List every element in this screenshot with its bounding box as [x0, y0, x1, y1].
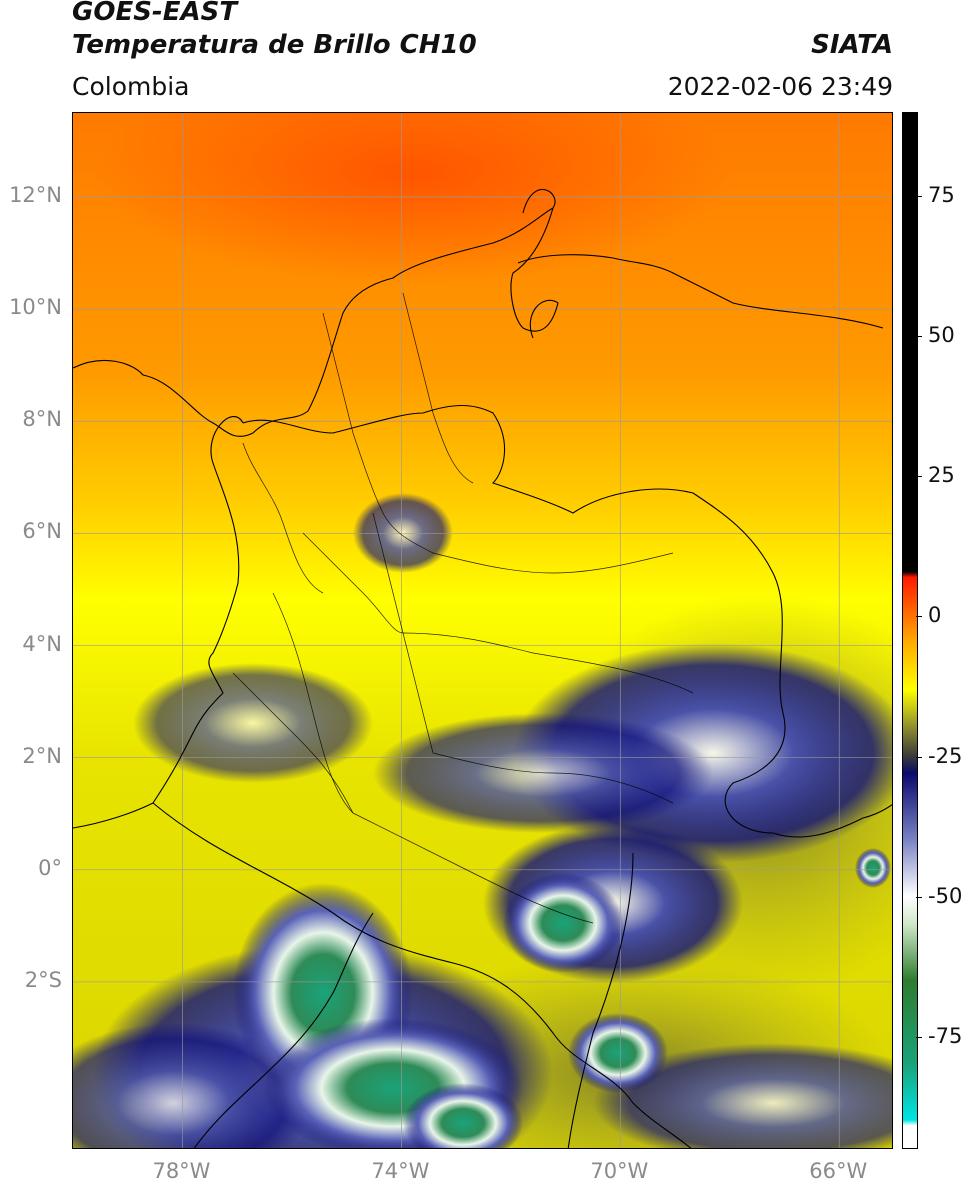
region-label: Colombia: [72, 72, 190, 101]
colorbar-tick: [916, 196, 922, 198]
colorbar-tick: [916, 336, 922, 338]
latitude-tick-label: 8°N: [22, 407, 62, 432]
colorbar-tick-label: 50: [928, 323, 955, 348]
source-label: SIATA: [811, 30, 893, 60]
border: [193, 912, 374, 1148]
border: [432, 552, 674, 574]
department-borders: [232, 292, 694, 924]
coastline: [73, 416, 244, 829]
border: [432, 752, 674, 804]
colorbar: [902, 112, 918, 1149]
border: [232, 672, 354, 814]
border: [302, 532, 404, 634]
border: [402, 292, 474, 484]
coastlines-borders: [73, 189, 892, 1148]
colorbar-tick-label: -50: [928, 883, 963, 908]
border: [322, 312, 434, 554]
colorbar-tick-label: -75: [928, 1023, 963, 1048]
colorbar-tick: [916, 756, 922, 758]
border: [567, 852, 634, 1148]
latitude-tick-label: 0°: [38, 855, 62, 880]
warm-region: [93, 113, 733, 283]
graticule: [73, 113, 892, 1148]
border: [352, 812, 594, 924]
cloud-band: [593, 1043, 892, 1148]
colorbar-tick-label: 75: [928, 183, 955, 208]
convective-core: [503, 873, 623, 973]
convective-core: [403, 1083, 523, 1148]
colorbar-tick: [916, 1036, 922, 1038]
longitude-tick-label: 74°W: [371, 1159, 430, 1183]
longitude-tick-label: 78°W: [152, 1159, 211, 1183]
longitude-tick-label: 70°W: [590, 1159, 649, 1183]
brightness-temperature-map: [72, 112, 893, 1149]
latitude-tick-label: 10°N: [9, 295, 62, 320]
border: [402, 632, 694, 694]
colorbar-tick: [916, 616, 922, 618]
coastline: [517, 254, 884, 329]
colorbar-tick: [916, 476, 922, 478]
convective-core: [855, 848, 891, 888]
latitude-tick-label: 4°N: [22, 631, 62, 656]
cloud-cell: [353, 493, 453, 573]
border: [242, 442, 324, 594]
colorbar-tick-label: 0: [928, 603, 942, 628]
latitude-tick-label: 12°N: [9, 183, 62, 208]
longitude-tick-label: 66°W: [809, 1159, 868, 1183]
border: [152, 802, 692, 1148]
latitude-tick-label: 2°S: [24, 967, 62, 992]
latitude-tick-label: 2°N: [22, 743, 62, 768]
colorbar-tick: [916, 896, 922, 898]
cloud-band: [133, 663, 373, 783]
border: [272, 592, 354, 814]
border: [242, 405, 892, 838]
satellite-title: GOES-EAST: [72, 0, 238, 27]
datetime-label: 2022-02-06 23:49: [667, 72, 893, 101]
latitude-tick-label: 6°N: [22, 519, 62, 544]
colorbar-tick-label: -25: [928, 743, 963, 768]
product-title: Temperatura de Brillo CH10: [72, 30, 477, 60]
convective-core: [568, 1013, 668, 1093]
colorbar-tick-label: 25: [928, 463, 955, 488]
